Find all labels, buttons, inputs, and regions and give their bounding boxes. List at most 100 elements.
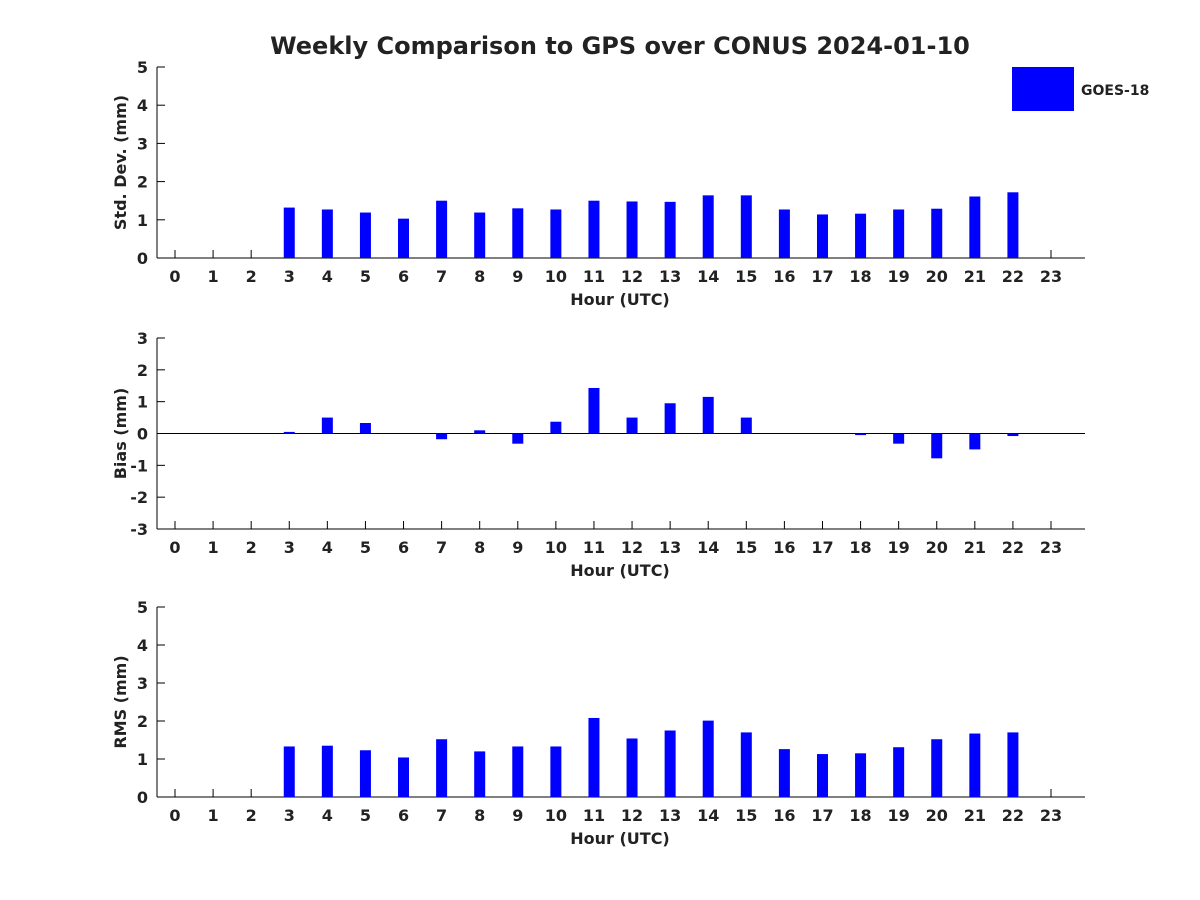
y-tick-label: 0	[137, 425, 148, 444]
x-tick-label: 20	[926, 267, 948, 286]
x-tick-label: 7	[436, 267, 447, 286]
y-tick-label: 1	[137, 211, 148, 230]
x-tick-label: 8	[474, 538, 485, 557]
x-tick-label: 6	[398, 538, 409, 557]
bar-hour-17	[816, 214, 828, 258]
y-axis-label: Std. Dev. (mm)	[111, 95, 130, 230]
x-tick-label: 4	[322, 267, 333, 286]
bar-hour-3	[283, 746, 295, 797]
x-tick-label: 23	[1040, 267, 1062, 286]
bar-hour-10	[550, 209, 562, 258]
x-tick-label: 17	[811, 538, 833, 557]
bar-hour-9	[512, 746, 524, 797]
bar-hour-22	[1007, 433, 1019, 437]
bar-hour-11	[588, 200, 600, 258]
x-tick-label: 2	[246, 806, 257, 825]
x-tick-label: 6	[398, 267, 409, 286]
bar-hour-21	[969, 433, 981, 450]
y-tick-label: 1	[137, 393, 148, 412]
x-tick-label: 12	[621, 806, 643, 825]
x-tick-label: 3	[284, 806, 295, 825]
x-tick-label: 9	[512, 538, 523, 557]
x-axis-label: Hour (UTC)	[570, 290, 670, 309]
x-tick-label: 13	[659, 538, 681, 557]
x-tick-label: 4	[322, 538, 333, 557]
bar-hour-8	[474, 430, 486, 434]
y-tick-label: 0	[137, 249, 148, 268]
bar-hour-5	[359, 750, 371, 797]
y-tick-label: 5	[137, 58, 148, 77]
bar-hour-20	[931, 208, 943, 258]
bar-hour-20	[931, 433, 943, 459]
bar-hour-17	[816, 754, 828, 797]
bar-hour-12	[626, 201, 638, 258]
y-tick-label: 2	[137, 173, 148, 192]
bar-hour-7	[436, 200, 448, 258]
x-tick-label: 16	[773, 267, 795, 286]
y-tick-label: 2	[137, 361, 148, 380]
y-tick-label: 1	[137, 750, 148, 769]
x-tick-label: 5	[360, 267, 371, 286]
x-tick-label: 10	[545, 538, 567, 557]
x-tick-label: 21	[964, 267, 986, 286]
bar-hour-16	[778, 209, 790, 258]
bar-hour-10	[550, 421, 562, 434]
bar-hour-14	[702, 195, 714, 258]
x-tick-label: 10	[545, 806, 567, 825]
x-tick-label: 18	[849, 267, 871, 286]
bar-hour-19	[893, 209, 905, 258]
bar-hour-18	[855, 753, 867, 797]
bar-hour-19	[893, 747, 905, 797]
bar-hour-22	[1007, 192, 1019, 258]
bar-hour-14	[702, 720, 714, 797]
bar-hour-8	[474, 751, 486, 797]
bar-hour-5	[359, 422, 371, 434]
x-tick-label: 19	[888, 267, 910, 286]
x-tick-label: 9	[512, 806, 523, 825]
x-tick-label: 1	[208, 267, 219, 286]
bar-hour-10	[550, 746, 562, 797]
bar-hour-22	[1007, 732, 1019, 797]
x-tick-label: 6	[398, 806, 409, 825]
bar-hour-13	[664, 201, 676, 258]
bar-hour-12	[626, 738, 638, 797]
x-axis-label: Hour (UTC)	[570, 829, 670, 848]
x-tick-label: 18	[849, 538, 871, 557]
x-tick-label: 21	[964, 806, 986, 825]
bar-hour-19	[893, 433, 905, 444]
y-tick-label: 2	[137, 712, 148, 731]
y-tick-label: 4	[137, 96, 148, 115]
x-tick-label: 15	[735, 806, 757, 825]
x-tick-label: 4	[322, 806, 333, 825]
x-tick-label: 7	[436, 538, 447, 557]
bar-hour-8	[474, 212, 486, 258]
chart-title: Weekly Comparison to GPS over CONUS 2024…	[270, 32, 970, 60]
bar-hour-15	[740, 732, 752, 797]
x-tick-label: 20	[926, 538, 948, 557]
x-tick-label: 16	[773, 806, 795, 825]
y-tick-label: 3	[137, 134, 148, 153]
legend-label: GOES-18	[1081, 83, 1149, 99]
bar-hour-7	[436, 739, 448, 797]
bar-hour-15	[740, 417, 752, 434]
bar-hour-3	[283, 207, 295, 258]
x-tick-label: 14	[697, 267, 719, 286]
x-tick-label: 12	[621, 267, 643, 286]
bar-hour-16	[778, 749, 790, 797]
bar-hour-4	[321, 417, 333, 434]
x-tick-label: 1	[208, 538, 219, 557]
bar-hour-7	[436, 433, 448, 440]
x-tick-label: 0	[169, 538, 180, 557]
y-tick-label: 0	[137, 788, 148, 807]
bar-hour-15	[740, 195, 752, 258]
bar-hour-21	[969, 196, 981, 258]
legend: GOES-18	[1012, 67, 1149, 111]
x-tick-label: 7	[436, 806, 447, 825]
x-tick-label: 15	[735, 538, 757, 557]
x-tick-label: 19	[888, 806, 910, 825]
bar-hour-11	[588, 717, 600, 797]
bar-hour-20	[931, 739, 943, 797]
x-tick-label: 22	[1002, 806, 1024, 825]
